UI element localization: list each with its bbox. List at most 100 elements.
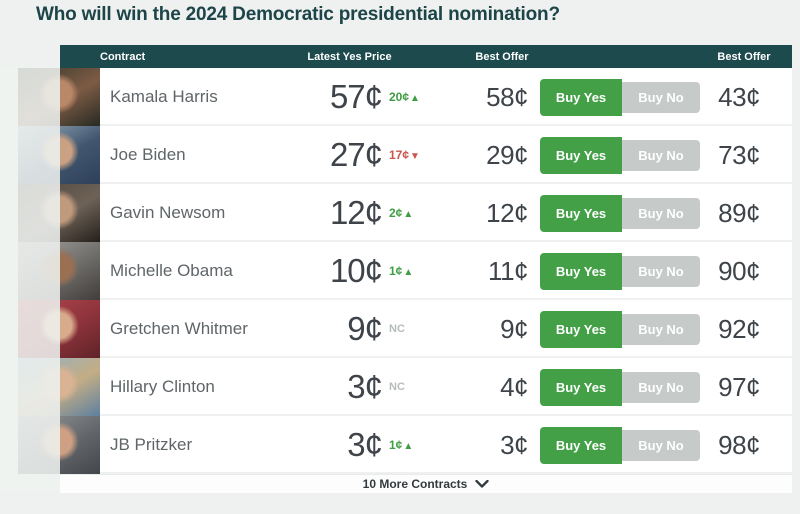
latest-yes-price-cell: 57¢ 20¢▲ xyxy=(305,78,430,116)
col-header-best-offer-yes: Best Offer xyxy=(475,50,529,63)
price-change-value: 1¢ xyxy=(389,264,403,278)
latest-yes-price: 57¢ xyxy=(329,78,383,115)
buy-no-button[interactable]: Buy No xyxy=(622,313,700,345)
buy-yes-button[interactable]: Buy Yes xyxy=(540,368,622,406)
trade-buttons-cell: Buy Yes Buy No xyxy=(530,368,702,406)
price-change-value: 1¢ xyxy=(389,438,403,452)
best-offer-no-price: 43¢ xyxy=(718,81,760,112)
change-arrow-icon: ▲ xyxy=(410,93,420,104)
buy-yes-button[interactable]: Buy Yes xyxy=(540,310,622,348)
contract-cell: Joe Biden xyxy=(18,126,305,184)
price-change: 2¢▲ xyxy=(382,206,430,220)
buy-yes-button[interactable]: Buy Yes xyxy=(540,136,622,174)
trade-buttons-cell: Buy Yes Buy No xyxy=(530,78,702,116)
best-offer-no-price: 89¢ xyxy=(718,197,760,228)
best-offer-no-price: 92¢ xyxy=(718,313,760,344)
best-offer-no-price: 97¢ xyxy=(718,371,760,402)
candidate-avatar xyxy=(18,68,100,126)
latest-yes-price-cell: 27¢ 17¢▼ xyxy=(305,136,430,174)
latest-yes-price: 10¢ xyxy=(329,252,383,289)
price-change: 17¢▼ xyxy=(382,148,430,162)
best-offer-yes-price: 11¢ xyxy=(488,255,528,286)
trade-buttons-cell: Buy Yes Buy No xyxy=(530,136,702,174)
candidate-avatar xyxy=(18,184,100,242)
buy-yes-button[interactable]: Buy Yes xyxy=(540,426,622,464)
buy-no-button[interactable]: Buy No xyxy=(622,371,700,403)
latest-yes-price-cell: 10¢ 1¢▲ xyxy=(305,252,430,290)
latest-yes-price-cell: 9¢ NC xyxy=(305,310,430,348)
price-change-value: 17¢ xyxy=(389,148,410,162)
trade-buttons-cell: Buy Yes Buy No xyxy=(530,194,702,232)
best-offer-yes-price: 9¢ xyxy=(500,313,528,344)
latest-yes-price-cell: 3¢ NC xyxy=(305,368,430,406)
best-offer-yes-price: 58¢ xyxy=(486,81,528,112)
buy-no-button[interactable]: Buy No xyxy=(622,197,700,229)
best-offer-yes-cell: 9¢ xyxy=(430,314,530,345)
price-change-value: 2¢ xyxy=(389,206,403,220)
change-arrow-icon: ▲ xyxy=(403,267,414,278)
candidate-name: Gavin Newsom xyxy=(110,203,226,222)
chevron-down-icon xyxy=(475,480,489,488)
contract-cell: Gavin Newsom xyxy=(18,184,305,242)
price-change-value: NC xyxy=(389,381,405,393)
contract-row: Joe Biden 27¢ 17¢▼ 29¢ Buy Yes Buy No 73… xyxy=(18,126,792,184)
latest-yes-price: 3¢ xyxy=(347,426,383,463)
best-offer-yes-cell: 4¢ xyxy=(430,372,530,403)
more-contracts-toggle[interactable]: 10 More Contracts xyxy=(60,474,792,493)
price-change: 20¢▲ xyxy=(382,90,430,104)
contracts-table: Contract Latest Yes Price Best Offer Bes… xyxy=(18,45,792,493)
best-offer-yes-cell: 11¢ xyxy=(430,256,530,287)
candidate-name: Kamala Harris xyxy=(110,87,218,106)
buy-yes-button[interactable]: Buy Yes xyxy=(540,252,622,290)
table-header-row: Contract Latest Yes Price Best Offer Bes… xyxy=(60,45,792,68)
best-offer-no-price: 90¢ xyxy=(718,255,760,286)
contract-cell: Kamala Harris xyxy=(18,68,305,126)
price-change: NC xyxy=(382,323,430,335)
best-offer-yes-cell: 29¢ xyxy=(430,140,530,171)
best-offer-no-price: 98¢ xyxy=(718,429,760,460)
best-offer-no-cell: 43¢ xyxy=(702,82,792,113)
contract-cell: Michelle Obama xyxy=(18,242,305,300)
contract-row: JB Pritzker 3¢ 1¢▲ 3¢ Buy Yes Buy No 98¢ xyxy=(18,416,792,474)
buy-yes-button[interactable]: Buy Yes xyxy=(540,78,622,116)
candidate-avatar xyxy=(18,242,100,300)
best-offer-no-cell: 89¢ xyxy=(702,198,792,229)
buy-no-button[interactable]: Buy No xyxy=(622,429,700,461)
buy-no-button[interactable]: Buy No xyxy=(622,139,700,171)
latest-yes-price: 9¢ xyxy=(347,310,383,347)
latest-yes-price-cell: 12¢ 2¢▲ xyxy=(305,194,430,232)
best-offer-no-cell: 97¢ xyxy=(702,372,792,403)
market-title: Who will win the 2024 Democratic preside… xyxy=(36,4,560,25)
trade-buttons-cell: Buy Yes Buy No xyxy=(530,310,702,348)
buy-no-button[interactable]: Buy No xyxy=(622,81,700,113)
best-offer-yes-price: 4¢ xyxy=(500,371,528,402)
contract-row: Gretchen Whitmer 9¢ NC 9¢ Buy Yes Buy No… xyxy=(18,300,792,358)
best-offer-yes-price: 3¢ xyxy=(500,429,528,460)
price-change-value: NC xyxy=(389,323,405,335)
best-offer-yes-price: 29¢ xyxy=(486,139,528,170)
col-header-best-offer-no: Best Offer xyxy=(717,50,771,63)
best-offer-no-cell: 98¢ xyxy=(702,430,792,461)
candidate-name: Joe Biden xyxy=(110,145,186,164)
price-change: NC xyxy=(382,381,430,393)
buy-no-button[interactable]: Buy No xyxy=(622,255,700,287)
best-offer-yes-cell: 3¢ xyxy=(430,430,530,461)
trade-buttons-cell: Buy Yes Buy No xyxy=(530,252,702,290)
buy-yes-button[interactable]: Buy Yes xyxy=(540,194,622,232)
price-change-value: 20¢ xyxy=(389,90,410,104)
contract-cell: JB Pritzker xyxy=(18,416,305,474)
best-offer-no-cell: 92¢ xyxy=(702,314,792,345)
latest-yes-price: 27¢ xyxy=(329,136,383,173)
best-offer-no-cell: 73¢ xyxy=(702,140,792,171)
best-offer-yes-cell: 12¢ xyxy=(430,198,530,229)
trade-buttons-cell: Buy Yes Buy No xyxy=(530,426,702,464)
candidate-avatar xyxy=(18,300,100,358)
candidate-name: Michelle Obama xyxy=(110,261,233,280)
contract-cell: Gretchen Whitmer xyxy=(18,300,305,358)
candidate-name: Hillary Clinton xyxy=(110,377,215,396)
contract-row: Hillary Clinton 3¢ NC 4¢ Buy Yes Buy No … xyxy=(18,358,792,416)
best-offer-no-price: 73¢ xyxy=(718,139,760,170)
candidate-avatar xyxy=(18,126,100,184)
candidate-name: JB Pritzker xyxy=(110,435,193,454)
